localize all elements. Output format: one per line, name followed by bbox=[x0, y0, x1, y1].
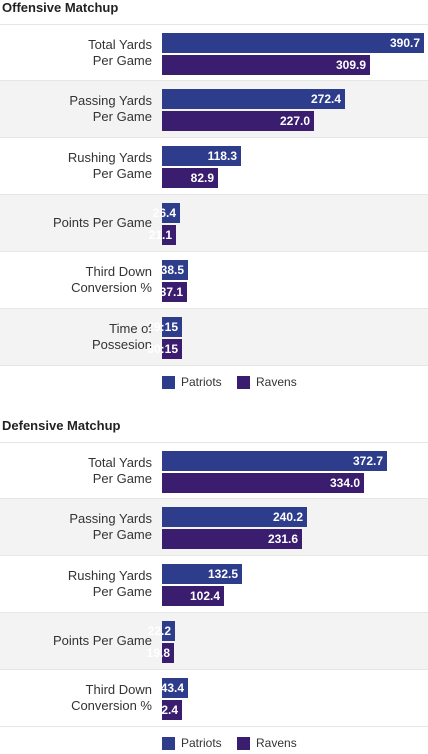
patriots-bar: 118.3 bbox=[162, 146, 241, 166]
category-label: Third Down Conversion % bbox=[71, 682, 152, 713]
category-row: Total Yards Per Game 372.7 334.0 bbox=[0, 442, 428, 499]
data-label: 118.3 bbox=[207, 149, 237, 163]
data-label: 37.1 bbox=[159, 285, 183, 299]
data-label: 26.4 bbox=[152, 206, 176, 220]
patriots-bar: 43.4 bbox=[160, 678, 188, 698]
data-label: 227.0 bbox=[279, 114, 310, 128]
ravens-bar: 334.0 bbox=[162, 473, 364, 493]
patriots-bar: 372.7 bbox=[162, 451, 387, 471]
legend-swatch bbox=[162, 737, 175, 750]
data-label: 240.2 bbox=[272, 510, 303, 524]
data-label: 390.7 bbox=[389, 36, 420, 50]
data-label: 21.1 bbox=[148, 228, 172, 242]
category-row: Passing Yards Per Game 272.4 227.0 bbox=[0, 81, 428, 138]
category-label: Points Per Game bbox=[53, 633, 152, 648]
ravens-bar: 102.4 bbox=[162, 586, 224, 606]
patriots-bar: 29:15 bbox=[147, 317, 182, 337]
ravens-bar: 231.6 bbox=[162, 529, 302, 549]
category-row: Third Down Conversion % 43.4 32.4 bbox=[0, 670, 428, 727]
ravens-bar: 32.4 bbox=[155, 700, 182, 720]
category-row: Passing Yards Per Game 240.2 231.6 bbox=[0, 499, 428, 556]
data-label: 19.8 bbox=[146, 646, 170, 660]
ravens-bar: 30:15 bbox=[147, 339, 182, 359]
data-label: 231.6 bbox=[267, 532, 298, 546]
legend-swatch bbox=[237, 737, 250, 750]
data-label: 272.4 bbox=[310, 92, 341, 106]
category-label: Time of Possesion bbox=[92, 321, 152, 352]
chart-legend: Patriots Ravens bbox=[162, 736, 422, 752]
data-label: 334.0 bbox=[329, 476, 360, 490]
chart-legend: Patriots Ravens bbox=[162, 375, 422, 391]
patriots-bar: 26.4 bbox=[153, 203, 180, 223]
category-label: Third Down Conversion % bbox=[71, 264, 152, 295]
legend-label: Patriots bbox=[181, 375, 222, 389]
patriots-bar: 132.5 bbox=[162, 564, 242, 584]
chart-title: Defensive Matchup bbox=[2, 418, 121, 433]
category-label: Rushing Yards Per Game bbox=[67, 150, 152, 181]
category-label: Rushing Yards Per Game bbox=[67, 568, 152, 599]
category-row: Rushing Yards Per Game 118.3 82.9 bbox=[0, 138, 428, 195]
ravens-bar: 19.8 bbox=[147, 643, 174, 663]
patriots-bar: 22.2 bbox=[148, 621, 175, 641]
category-row: Points Per Game 26.4 21.1 bbox=[0, 195, 428, 252]
category-label: Passing Yards Per Game bbox=[69, 511, 152, 542]
category-row: Rushing Yards Per Game 132.5 102.4 bbox=[0, 556, 428, 613]
ravens-bar: 37.1 bbox=[159, 282, 187, 302]
data-label: 372.7 bbox=[352, 454, 383, 468]
chart-title: Offensive Matchup bbox=[2, 0, 119, 15]
data-label: 43.4 bbox=[160, 681, 184, 695]
legend-label: Ravens bbox=[256, 736, 297, 750]
data-label: 32.4 bbox=[154, 703, 178, 717]
category-row: Points Per Game 22.2 19.8 bbox=[0, 613, 428, 670]
data-label: 38.5 bbox=[160, 263, 184, 277]
legend-swatch bbox=[237, 376, 250, 389]
data-label: 82.9 bbox=[190, 171, 214, 185]
category-row: Time of Possesion 29:15 30:15 bbox=[0, 309, 428, 366]
legend-label: Patriots bbox=[181, 736, 222, 750]
ravens-bar: 82.9 bbox=[162, 168, 218, 188]
category-label: Points Per Game bbox=[53, 215, 152, 230]
data-label: 102.4 bbox=[189, 589, 220, 603]
patriots-bar: 272.4 bbox=[162, 89, 345, 109]
data-label: 132.5 bbox=[207, 567, 238, 581]
patriots-bar: 240.2 bbox=[162, 507, 307, 527]
category-label: Total Yards Per Game bbox=[88, 455, 152, 486]
patriots-bar: 38.5 bbox=[160, 260, 188, 280]
data-label: 30:15 bbox=[147, 342, 178, 356]
data-label: 29:15 bbox=[147, 320, 178, 334]
legend-label: Ravens bbox=[256, 375, 297, 389]
data-label: 309.9 bbox=[335, 58, 366, 72]
ravens-bar: 21.1 bbox=[149, 225, 176, 245]
category-label: Passing Yards Per Game bbox=[69, 93, 152, 124]
category-label: Total Yards Per Game bbox=[88, 37, 152, 68]
legend-swatch bbox=[162, 376, 175, 389]
data-label: 22.2 bbox=[147, 624, 171, 638]
ravens-bar: 227.0 bbox=[162, 111, 314, 131]
patriots-bar: 390.7 bbox=[162, 33, 424, 53]
ravens-bar: 309.9 bbox=[162, 55, 370, 75]
category-row: Third Down Conversion % 38.5 37.1 bbox=[0, 252, 428, 309]
category-row: Total Yards Per Game 390.7 309.9 bbox=[0, 24, 428, 81]
